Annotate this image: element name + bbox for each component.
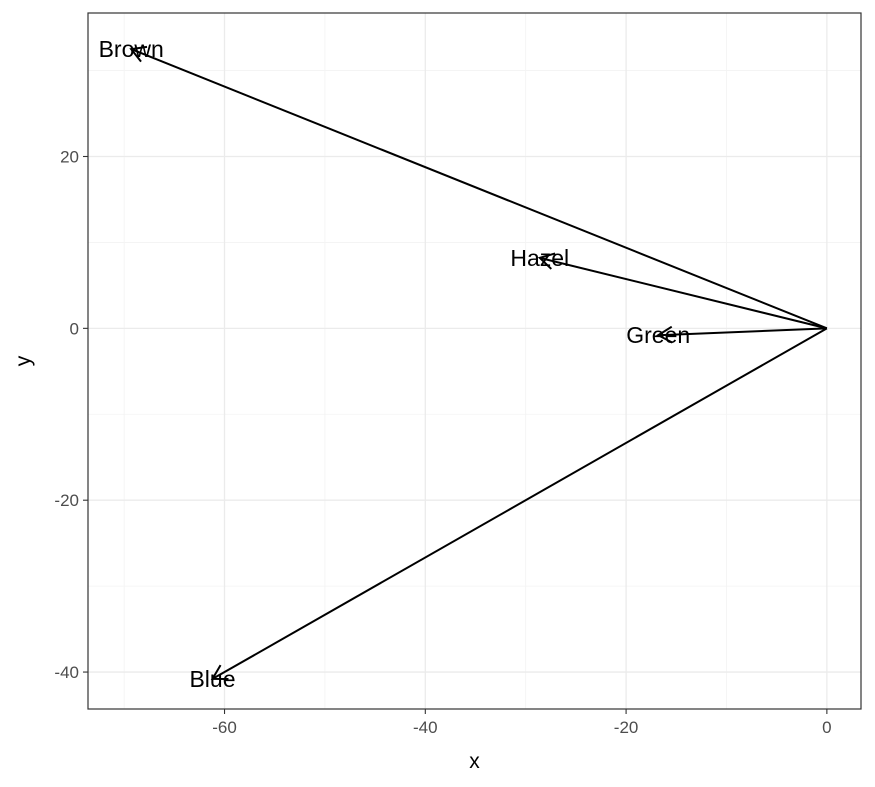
x-tick-label: 0 — [822, 718, 831, 737]
vector-brown-line — [130, 48, 828, 330]
vector-blue-line — [211, 327, 828, 680]
vector-brown-label: Brown — [99, 36, 164, 62]
vector-hazel-label: Hazel — [510, 245, 569, 271]
x-tick-label: -60 — [212, 718, 237, 737]
vector-blue-arrowhead — [210, 664, 229, 681]
x-tick-label: -20 — [614, 718, 639, 737]
y-tick-label: 20 — [60, 147, 79, 166]
vector-hazel-arrowhead — [537, 252, 556, 270]
major-grid — [88, 13, 861, 709]
x-axis: -60 -40 -20 0 — [212, 709, 832, 737]
y-axis-title: y — [12, 355, 35, 366]
x-axis-title: x — [469, 750, 480, 773]
vector-blue-label: Blue — [189, 666, 235, 692]
y-axis: -40 -20 0 20 — [54, 147, 88, 682]
x-tick-label: -40 — [413, 718, 438, 737]
y-tick-label: -40 — [54, 663, 79, 682]
minor-grid — [88, 13, 861, 709]
plot-panel-border — [87, 12, 862, 710]
vector-green-label: Green — [626, 322, 690, 348]
vector-green-arrowhead — [656, 325, 673, 344]
vector-green-line — [658, 327, 827, 337]
vector-brown-arrowhead — [129, 45, 148, 63]
y-tick-label: -20 — [54, 491, 79, 510]
vector-hazel-line — [539, 256, 828, 330]
y-tick-label: 0 — [70, 319, 79, 338]
vector-layer: Brown Hazel Green Blue — [99, 36, 828, 692]
